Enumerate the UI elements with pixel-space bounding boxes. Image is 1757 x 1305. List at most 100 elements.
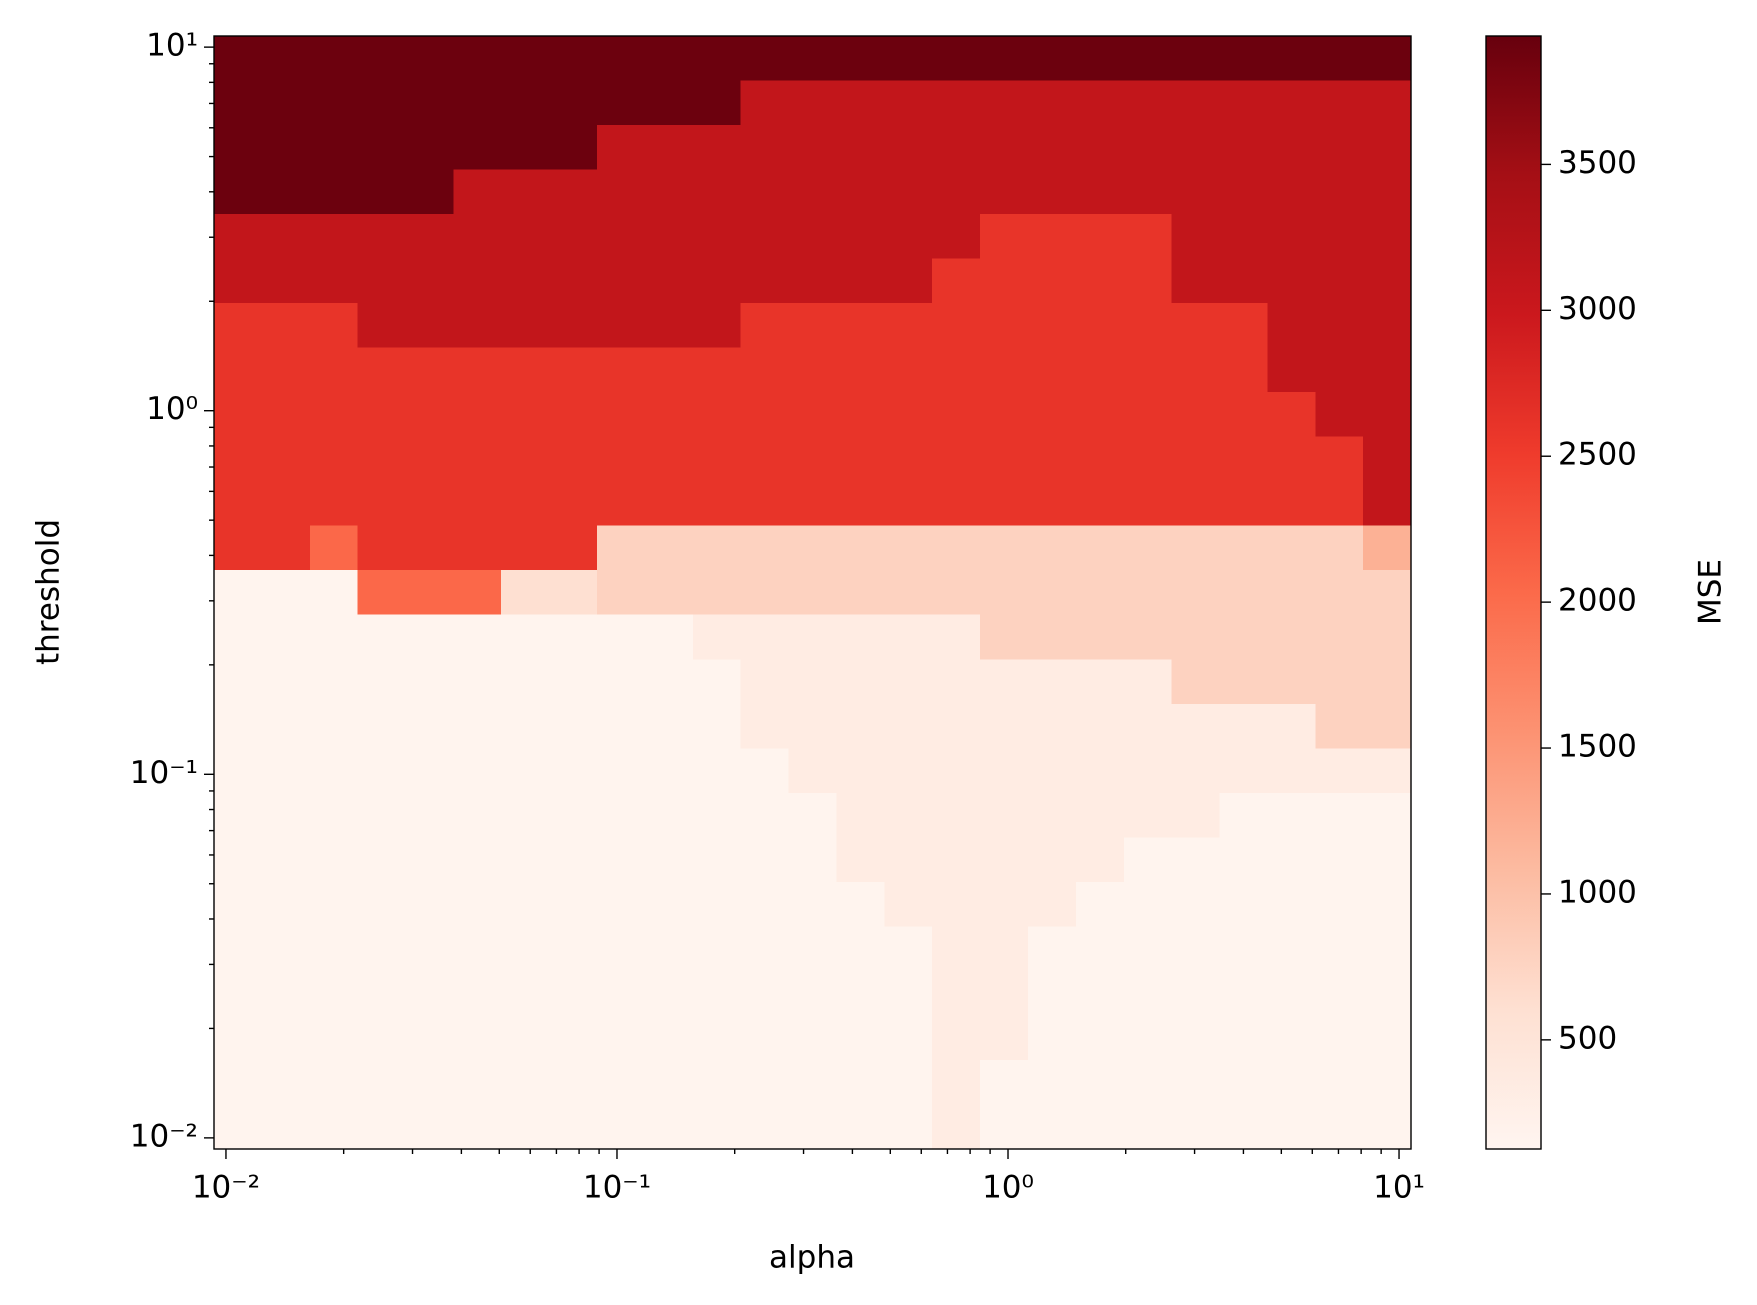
- heatmap-cell: [932, 748, 981, 794]
- heatmap-cell: [357, 36, 407, 82]
- heatmap-cell: [788, 659, 838, 705]
- heatmap-cell: [453, 392, 502, 438]
- heatmap-cell: [884, 214, 933, 260]
- heatmap-cell: [788, 303, 838, 349]
- x-tick-label: 10⁻²: [192, 1170, 260, 1206]
- heatmap-cell: [214, 1059, 263, 1106]
- heatmap-cell: [692, 703, 742, 749]
- heatmap-cell: [501, 614, 550, 660]
- heatmap-cell: [1171, 258, 1221, 304]
- heatmap-cell: [980, 570, 1029, 616]
- heatmap-cell: [980, 703, 1029, 749]
- heatmap-cell: [1267, 125, 1316, 171]
- heatmap-cell: [597, 214, 646, 260]
- heatmap-cell: [1171, 1104, 1221, 1150]
- heatmap-cell: [1123, 748, 1173, 794]
- heatmap-cell: [788, 347, 838, 393]
- heatmap-cell: [1075, 792, 1125, 838]
- heatmap-cell: [1363, 303, 1412, 349]
- heatmap-cell: [788, 1059, 838, 1106]
- heatmap-cell: [1171, 525, 1221, 571]
- heatmap-cell: [740, 881, 790, 928]
- heatmap-cell: [644, 80, 694, 126]
- heatmap-cell: [261, 881, 311, 928]
- heatmap-cell: [261, 436, 311, 482]
- heatmap-cell: [1267, 703, 1316, 749]
- heatmap-cell: [740, 703, 790, 749]
- heatmap-cell: [1123, 258, 1173, 304]
- heatmap-cell: [1171, 970, 1221, 1017]
- heatmap-cell: [405, 1015, 454, 1061]
- heatmap-cell: [261, 525, 311, 571]
- heatmap-cell: [644, 881, 694, 928]
- heatmap-cell: [357, 169, 407, 215]
- heatmap-cell: [261, 392, 311, 438]
- heatmap-cell: [1219, 614, 1268, 660]
- heatmap-cell: [1075, 881, 1125, 928]
- heatmap-cell: [692, 1015, 742, 1061]
- heatmap-cell: [597, 258, 646, 304]
- heatmap-cell: [788, 614, 838, 660]
- heatmap-cell: [644, 258, 694, 304]
- heatmap-cell: [1363, 36, 1412, 82]
- heatmap-cell: [453, 303, 502, 349]
- heatmap-cell: [1171, 703, 1221, 749]
- heatmap-cell: [644, 837, 694, 883]
- heatmap-cell: [980, 347, 1029, 393]
- heatmap-cell: [932, 926, 981, 972]
- heatmap-cell: [1315, 837, 1364, 883]
- heatmap-cell: [214, 258, 263, 304]
- heatmap-cell: [1123, 392, 1173, 438]
- heatmap-cell: [1123, 36, 1173, 82]
- heatmap-cell: [357, 347, 407, 393]
- heatmap-cell: [501, 703, 550, 749]
- heatmap-cell: [597, 926, 646, 972]
- heatmap-cell: [1219, 169, 1268, 215]
- heatmap-cell: [1219, 837, 1268, 883]
- heatmap-cell: [1123, 659, 1173, 705]
- heatmap-cell: [1363, 703, 1412, 749]
- heatmap-cell: [836, 214, 885, 260]
- heatmap-cell: [261, 1104, 311, 1150]
- heatmap-cell: [1219, 36, 1268, 82]
- heatmap-cell: [788, 881, 838, 928]
- heatmap-cell: [1267, 926, 1316, 972]
- heatmap-cell: [549, 926, 598, 972]
- heatmap-cell: [884, 525, 933, 571]
- heatmap-cell: [1219, 214, 1268, 260]
- y-tick-label: 10⁰: [146, 391, 198, 427]
- heatmap-cell: [980, 792, 1029, 838]
- heatmap-cell: [1075, 926, 1125, 972]
- heatmap-cell: [597, 1059, 646, 1106]
- heatmap-cell: [740, 125, 790, 171]
- heatmap-cell: [932, 570, 981, 616]
- x-axis-label: alpha: [769, 1240, 855, 1276]
- heatmap-cell: [405, 436, 454, 482]
- heatmap-cell: [405, 303, 454, 349]
- heatmap-cell: [1123, 1015, 1173, 1061]
- heatmap-cell: [1123, 703, 1173, 749]
- heatmap-cell: [1075, 570, 1125, 616]
- heatmap-cell: [1219, 926, 1268, 972]
- heatmap-cell: [788, 837, 838, 883]
- heatmap-cell: [214, 881, 263, 928]
- heatmap-cell: [692, 926, 742, 972]
- heatmap-cell: [644, 525, 694, 571]
- heatmap-cell: [1363, 570, 1412, 616]
- heatmap-cell: [980, 881, 1029, 928]
- heatmap-cell: [405, 926, 454, 972]
- heatmap-cell: [1123, 80, 1173, 126]
- heatmap-cell: [1171, 436, 1221, 482]
- heatmap-cell: [884, 837, 933, 883]
- heatmap-cell: [597, 36, 646, 82]
- heatmap-cell: [692, 392, 742, 438]
- heatmap-cell: [1363, 214, 1412, 260]
- heatmap-cell: [309, 970, 359, 1017]
- heatmap-cell: [692, 214, 742, 260]
- heatmap-cell: [788, 703, 838, 749]
- heatmap-cell: [836, 392, 885, 438]
- heatmap-cell: [740, 303, 790, 349]
- heatmap-cell: [1267, 80, 1316, 126]
- heatmap-cell: [549, 970, 598, 1017]
- heatmap-cell: [1171, 570, 1221, 616]
